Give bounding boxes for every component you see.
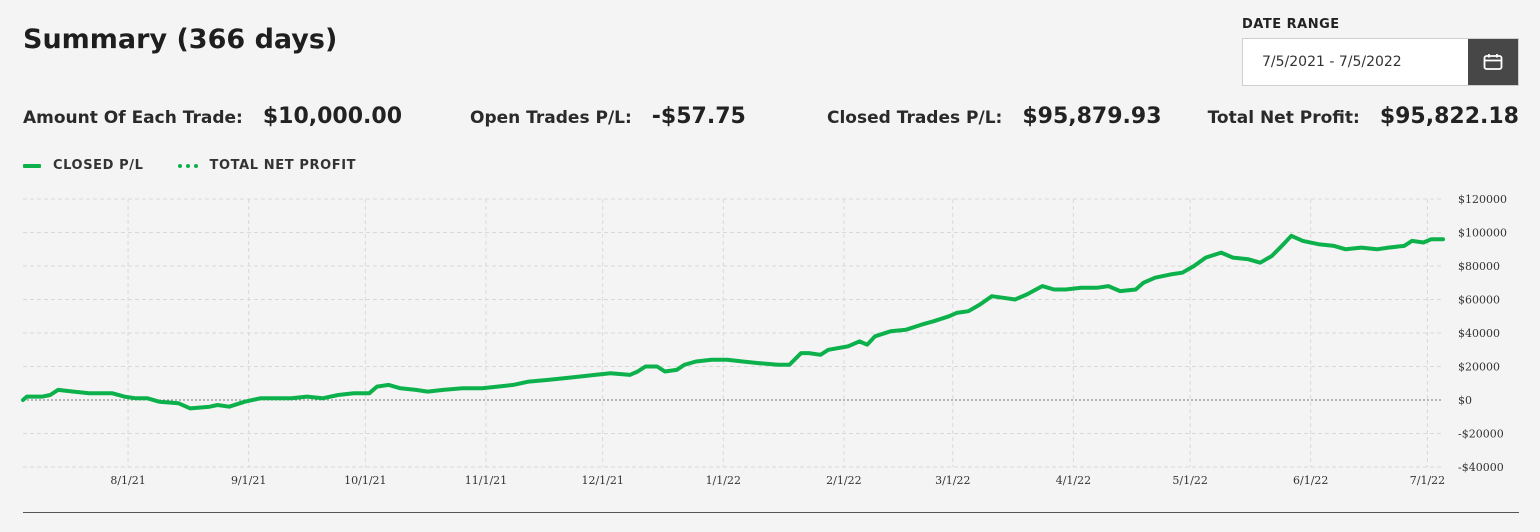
x-tick-label: 11/1/21 xyxy=(465,474,507,487)
stat-label: Closed Trades P/L: xyxy=(827,108,1003,128)
x-tick-label: 4/1/22 xyxy=(1056,474,1091,487)
x-tick-label: 9/1/21 xyxy=(231,474,266,487)
legend-total-net-profit[interactable]: TOTAL NET PROFIT xyxy=(177,158,357,173)
x-tick-label: 1/1/22 xyxy=(706,474,741,487)
date-range-picker: DATE RANGE xyxy=(1242,16,1519,86)
y-tick-label: -$20000 xyxy=(1458,428,1504,441)
stat-label: Open Trades P/L: xyxy=(470,108,632,128)
series-line-closed-pl xyxy=(21,233,1445,411)
chart-legend: CLOSED P/L TOTAL NET PROFIT xyxy=(23,158,390,173)
date-range-label: DATE RANGE xyxy=(1242,17,1340,32)
stat-value: -$57.75 xyxy=(651,104,746,129)
legend-label: TOTAL NET PROFIT xyxy=(209,158,357,173)
stat-value: $95,822.18 xyxy=(1379,104,1519,129)
legend-closed-pl[interactable]: CLOSED P/L xyxy=(23,158,144,173)
y-tick-label: $60000 xyxy=(1458,294,1500,307)
calendar-icon xyxy=(1483,54,1503,70)
summary-stats: Amount Of Each Trade: $10,000.00 Open Tr… xyxy=(23,104,1519,138)
x-tick-label: 12/1/21 xyxy=(581,474,623,487)
bottom-divider xyxy=(23,512,1519,513)
profit-line-chart: $120000 $100000 $80000 $60000 $40000 $20000 $0… xyxy=(21,193,1507,487)
stat-label: Total Net Profit: xyxy=(1207,108,1360,128)
stat-total-net-profit: Total Net Profit: $95,822.18 xyxy=(1208,104,1519,129)
stat-amount-each-trade: Amount Of Each Trade: $10,000.00 xyxy=(23,104,402,129)
x-tick-label: 8/1/21 xyxy=(110,474,145,487)
y-tick-label: $100000 xyxy=(1458,227,1507,240)
calendar-button[interactable] xyxy=(1468,39,1518,85)
y-tick-label: $120000 xyxy=(1458,193,1507,206)
stat-label: Amount Of Each Trade: xyxy=(23,108,243,128)
x-tick-label: 10/1/21 xyxy=(344,474,386,487)
solid-line-swatch xyxy=(23,163,41,168)
y-tick-label: $0 xyxy=(1458,394,1472,407)
stat-open-trades-pl: Open Trades P/L: -$57.75 xyxy=(470,104,746,129)
date-range-box xyxy=(1242,38,1519,86)
x-tick-label: 6/1/22 xyxy=(1293,474,1328,487)
x-tick-label: 3/1/22 xyxy=(935,474,970,487)
y-tick-label: -$40000 xyxy=(1458,461,1504,474)
page-title: Summary (366 days) xyxy=(23,24,338,55)
dotted-line-swatch xyxy=(177,163,198,168)
stat-closed-trades-pl: Closed Trades P/L: $95,879.93 xyxy=(827,104,1162,129)
x-tick-label: 2/1/22 xyxy=(826,474,861,487)
x-tick-label: 5/1/22 xyxy=(1172,474,1207,487)
x-tick-label: 7/1/22 xyxy=(1410,474,1445,487)
legend-label: CLOSED P/L xyxy=(53,158,144,173)
stat-value: $10,000.00 xyxy=(262,104,403,129)
y-tick-label: $20000 xyxy=(1458,361,1500,374)
stat-value: $95,879.93 xyxy=(1022,104,1162,129)
date-range-input[interactable] xyxy=(1243,39,1468,85)
y-tick-label: $80000 xyxy=(1458,260,1500,273)
y-tick-label: $40000 xyxy=(1458,327,1500,340)
